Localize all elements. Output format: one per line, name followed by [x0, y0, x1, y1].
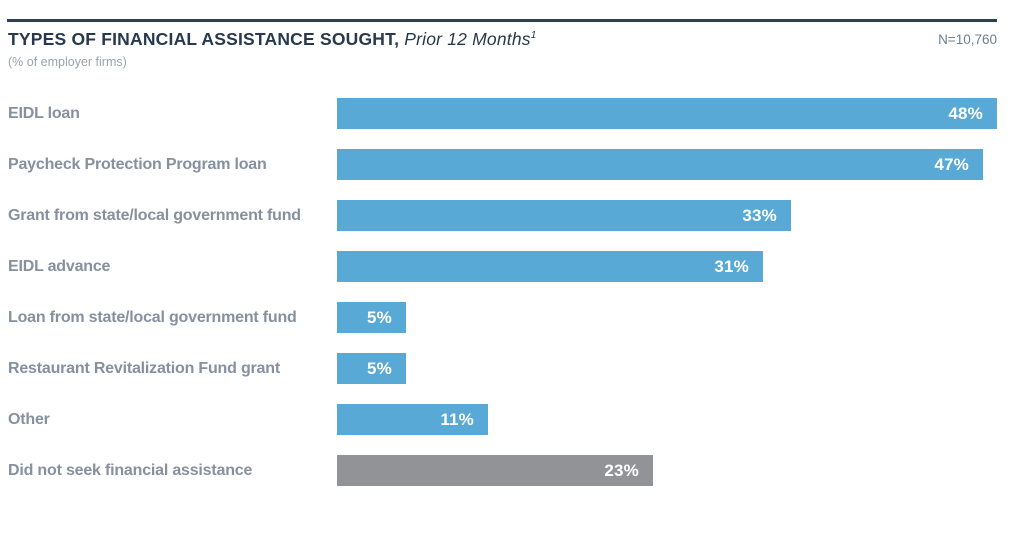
bar: 33% [337, 200, 791, 231]
bar-value-label: 33% [742, 205, 777, 225]
chart-row: Grant from state/local government fund 33… [8, 200, 1016, 231]
bar-value-label: 5% [367, 307, 392, 327]
chart-row: Did not seek financial assistance 23% [8, 455, 1016, 486]
bar: 31% [337, 251, 763, 282]
chart-row: EIDL loan 48% [8, 98, 1016, 129]
category-label: Grant from state/local government fund [8, 206, 301, 224]
chart-row: Paycheck Protection Program loan 47% [8, 149, 1016, 180]
top-rule [7, 19, 997, 22]
category-label: EIDL advance [8, 257, 111, 275]
bar-value-label: 5% [367, 358, 392, 378]
bar: 11% [337, 404, 488, 435]
chart-subtitle: (% of employer firms) [8, 55, 127, 69]
chart-title-main: TYPES OF FINANCIAL ASSISTANCE SOUGHT, [8, 29, 400, 49]
bar-value-label: 31% [714, 256, 749, 276]
bar-value-label: 48% [948, 103, 983, 123]
chart-header: TYPES OF FINANCIAL ASSISTANCE SOUGHT, Pr… [8, 29, 997, 49]
bar: 48% [337, 98, 997, 129]
chart-row: EIDL advance 31% [8, 251, 1016, 282]
chart-title-period: Prior 12 Months [399, 29, 531, 49]
category-label: Paycheck Protection Program loan [8, 155, 267, 173]
bar: 23% [337, 455, 653, 486]
bar-value-label: 23% [604, 460, 639, 480]
footnote-marker-superscript: 1 [530, 30, 537, 42]
category-label: Restaurant Revitalization Fund grant [8, 359, 280, 377]
bar: 5% [337, 353, 406, 384]
bar-value-label: 47% [934, 154, 969, 174]
bar: 5% [337, 302, 406, 333]
chart-rows: EIDL loan 48% Paycheck Protection Program … [8, 98, 1016, 506]
category-label: Did not seek financial assistance [8, 461, 253, 479]
sample-size-label: N=10,760 [938, 32, 997, 47]
category-label: Other [8, 410, 50, 428]
bar-value-label: 11% [440, 409, 474, 429]
category-label: EIDL loan [8, 104, 80, 122]
chart-row: Restaurant Revitalization Fund grant 5% [8, 353, 1016, 384]
category-label: Loan from state/local government fund [8, 308, 297, 326]
chart-row: Loan from state/local government fund 5% [8, 302, 1016, 333]
bar: 47% [337, 149, 983, 180]
chart-row: Other 11% [8, 404, 1016, 435]
chart-title: TYPES OF FINANCIAL ASSISTANCE SOUGHT, Pr… [8, 29, 537, 49]
